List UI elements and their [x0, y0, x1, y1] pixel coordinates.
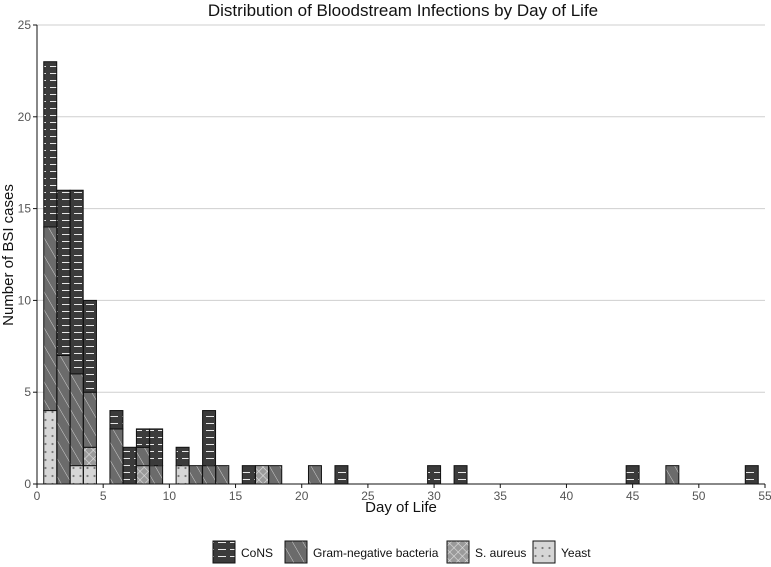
legend-item: CoNS [212, 540, 273, 564]
x-tick-label: 50 [692, 489, 706, 503]
bar-segment [122, 446, 137, 485]
legend-swatch [532, 540, 556, 564]
bar-segment [135, 465, 150, 485]
legend: CoNS Gram-negative bacteria S. aureus Yeast [212, 540, 591, 564]
x-tick-label: 15 [229, 489, 243, 503]
y-tick-label: 25 [18, 18, 32, 32]
x-tick-label: 25 [361, 489, 375, 503]
bar-segment [82, 391, 97, 448]
legend-swatch [446, 540, 470, 564]
bar-segment [69, 189, 84, 375]
bar-segment [109, 428, 124, 485]
x-axis-label: Day of Life [365, 499, 437, 516]
bar-segment [175, 446, 190, 467]
x-tick-label: 45 [626, 489, 640, 503]
x-tick-label: 5 [100, 489, 107, 503]
legend-item: Yeast [532, 540, 591, 564]
bar-segment [255, 465, 270, 485]
bar-segment [43, 410, 58, 485]
bar-segment [135, 428, 150, 448]
y-tick-label: 5 [24, 385, 31, 399]
bar-segment [188, 465, 203, 485]
bar-segment [665, 465, 680, 485]
bar-segment [215, 465, 230, 485]
x-tick-label: 30 [427, 489, 441, 503]
bar-segment [69, 373, 84, 467]
x-tick-label: 10 [163, 489, 177, 503]
bar-segment [56, 354, 71, 485]
bar-segment [149, 465, 164, 485]
bar-segment [69, 465, 84, 485]
legend-item: Gram-negative bacteria [284, 540, 439, 564]
y-tick-label: 10 [18, 293, 32, 307]
bar-segment [43, 61, 58, 228]
bar-segment [56, 189, 71, 356]
x-tick-label: 35 [494, 489, 508, 503]
bar-segment [307, 465, 322, 485]
gridlines [37, 24, 765, 393]
legend-swatch [284, 540, 308, 564]
legend-label: S. aureus [475, 546, 526, 560]
legend-label: Gram-negative bacteria [313, 546, 439, 560]
bar-segment [135, 446, 150, 467]
bar-segment [202, 410, 217, 467]
legend-item: S. aureus [446, 540, 526, 564]
y-tick-label: 20 [18, 110, 32, 124]
bar-segment [82, 465, 97, 485]
chart-title: Distribution of Bloodstream Infections b… [208, 1, 598, 20]
bar-segment [109, 410, 124, 430]
bar-segment [43, 226, 58, 412]
bar-segment [334, 465, 349, 485]
y-axis-label: Number of BSI cases [0, 184, 17, 326]
bar-segment [427, 465, 442, 485]
y-tick-label: 0 [24, 477, 31, 491]
bar-segment [453, 465, 468, 485]
bar-segment [241, 465, 256, 485]
bar-segment [82, 446, 97, 467]
bar-segment [625, 465, 640, 485]
bar-segment [175, 465, 190, 485]
bar-segment [268, 465, 283, 485]
axis-ticks: 0 5 10 15 20 25 0 5 10 15 20 25 30 35 40 45 50 55 [18, 18, 771, 503]
bar-segment [202, 465, 217, 485]
bar-segment [82, 299, 97, 393]
bars [43, 61, 759, 485]
bar-segment [744, 465, 759, 485]
legend-swatch [212, 540, 236, 564]
y-tick-label: 15 [18, 202, 32, 216]
x-tick-label: 40 [560, 489, 574, 503]
x-tick-label: 55 [758, 489, 771, 503]
x-tick-label: 0 [34, 489, 41, 503]
x-tick-label: 20 [295, 489, 309, 503]
legend-label: Yeast [561, 546, 591, 560]
bar-segment [149, 428, 164, 467]
legend-label: CoNS [241, 546, 273, 560]
